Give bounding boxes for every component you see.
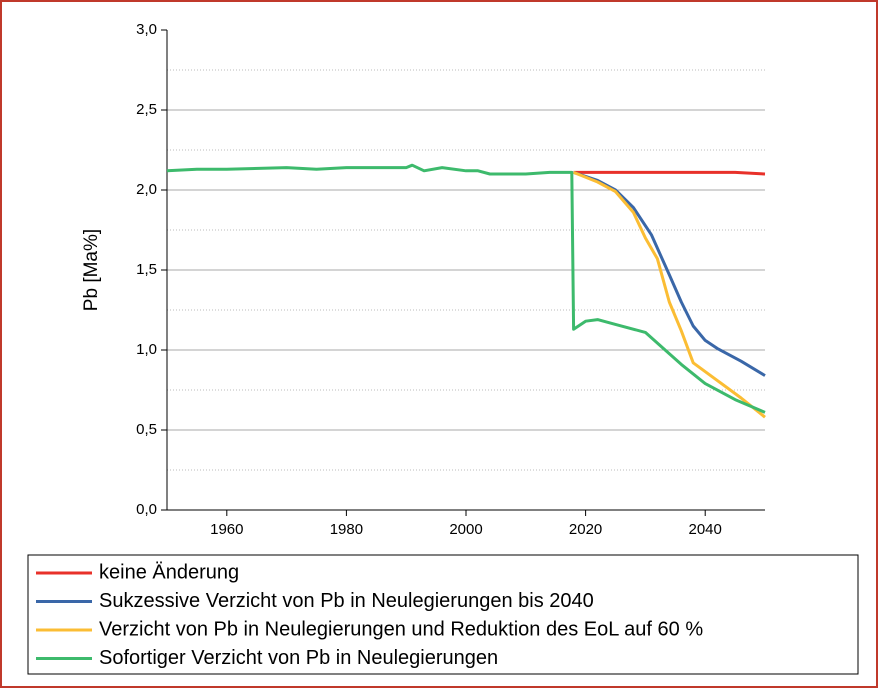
series-line <box>573 171 766 419</box>
y-tick-label: 0,0 <box>136 501 157 518</box>
legend-label: Sukzessive Verzicht von Pb in Neulegieru… <box>99 590 594 612</box>
y-tick-label: 0,5 <box>136 421 157 438</box>
x-tick-label: 2040 <box>689 521 722 538</box>
x-tick-label: 2000 <box>449 521 482 538</box>
x-tick-label: 1960 <box>210 521 243 538</box>
y-axis-label: Pb [Ma%] <box>81 229 102 311</box>
legend-box <box>27 554 859 675</box>
y-tick-label: 2,5 <box>136 101 157 118</box>
series-line <box>166 163 766 414</box>
y-tick-label: 2,0 <box>136 181 157 198</box>
y-tick-label: 1,0 <box>136 341 157 358</box>
y-tick-label: 1,5 <box>136 261 157 278</box>
legend-label: Sofortiger Verzicht von Pb in Neulegieru… <box>99 647 498 669</box>
legend-label: keine Änderung <box>99 561 239 583</box>
legend-label: Verzicht von Pb in Neulegierungen und Re… <box>99 618 703 640</box>
y-tick-label: 3,0 <box>136 21 157 38</box>
x-tick-label: 2020 <box>569 521 602 538</box>
series-line <box>573 170 766 176</box>
x-tick-label: 1980 <box>330 521 363 538</box>
